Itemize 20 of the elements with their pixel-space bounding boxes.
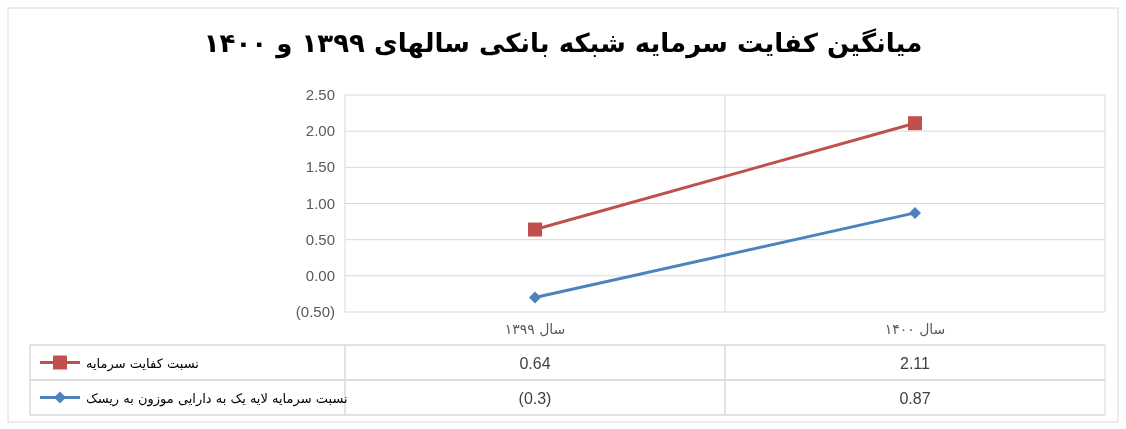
- y-tick-label: 2.00: [305, 122, 335, 140]
- y-tick-label: 1.00: [305, 194, 335, 212]
- data-label: (0.3): [518, 389, 552, 407]
- y-tick-label: 0.50: [305, 230, 335, 248]
- y-tick-label: 2.50: [305, 86, 335, 103]
- data-label: 0.87: [899, 389, 931, 407]
- chart-title: میانگین کفایت سرمایه شبکه بانکی سالهای ۱۳۹۹ و ۱۴۰۰: [203, 28, 923, 59]
- point: [528, 222, 542, 237]
- x-tick-label: سال ۱۳۹۹: [504, 321, 566, 337]
- point: [529, 291, 541, 304]
- y-tick-label: 0.00: [305, 266, 335, 284]
- y-tick-label: 1.50: [305, 158, 335, 176]
- data-label: 2.11: [900, 354, 931, 372]
- legend-label: نسبت کفایت سرمایه: [86, 355, 199, 372]
- point: [908, 116, 922, 131]
- y-tick-label: (0.50): [295, 303, 335, 320]
- legend-label: نسبت سرمایه لایه یک به دارایی موزون به ریسک: [86, 390, 348, 407]
- x-tick-label: سال ۱۴۰۰: [884, 321, 946, 337]
- data-label: 0.64: [519, 354, 551, 372]
- point: [909, 206, 921, 219]
